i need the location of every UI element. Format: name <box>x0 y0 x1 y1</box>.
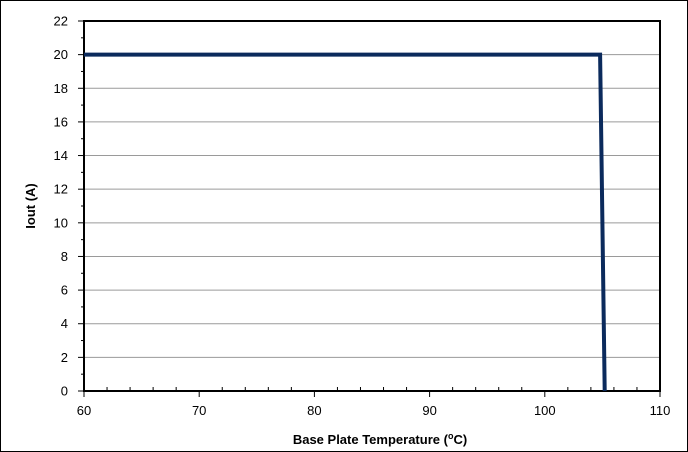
y-tick-label: 20 <box>54 47 68 62</box>
y-tick-label: 12 <box>54 182 68 197</box>
y-tick-label: 16 <box>54 114 68 129</box>
y-tick-label: 8 <box>61 249 68 264</box>
x-tick-label: 110 <box>650 403 671 418</box>
y-tick-label: 2 <box>61 350 68 365</box>
x-axis-title: Base Plate Temperature (oC) <box>293 431 467 447</box>
y-tick-label: 10 <box>54 215 68 230</box>
ticks <box>78 20 661 397</box>
y-tick-label: 14 <box>54 148 68 163</box>
x-tick-label: 70 <box>192 403 206 418</box>
x-tick-label: 60 <box>77 403 91 418</box>
x-tick-label: 100 <box>534 403 556 418</box>
tick-labels: 0 2 4 6 8 10 12 14 16 18 20 22 60 70 80 90 100 110 <box>54 14 671 419</box>
y-tick-label: 0 <box>61 384 68 399</box>
plot-area <box>83 20 661 392</box>
x-axis-title-sup: o <box>448 431 454 441</box>
series <box>84 52 607 392</box>
y-axis-title: Iout (A) <box>23 183 38 228</box>
y-tick-label: 4 <box>61 316 68 331</box>
y-tick-label: 22 <box>54 14 68 29</box>
grid-lines <box>84 54 660 358</box>
y-tick-label: 18 <box>54 81 68 96</box>
x-axis-title-tail: C) <box>453 432 467 447</box>
x-tick-label: 90 <box>422 403 436 418</box>
y-tick-label: 6 <box>61 283 68 298</box>
series-line <box>84 52 607 392</box>
x-axis-title-main: Base Plate Temperature ( <box>293 432 449 447</box>
x-tick-label: 80 <box>307 403 321 418</box>
